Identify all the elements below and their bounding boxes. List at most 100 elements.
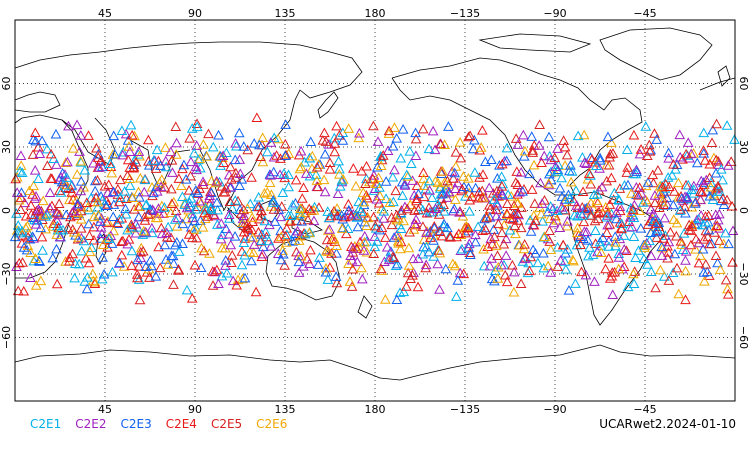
occultation-marker bbox=[143, 134, 154, 145]
occultation-marker bbox=[358, 245, 370, 255]
occultation-marker bbox=[440, 263, 452, 274]
occultation-marker bbox=[577, 210, 588, 220]
occultation-marker bbox=[449, 260, 461, 271]
occultation-marker bbox=[97, 239, 109, 250]
occultation-marker bbox=[238, 237, 250, 248]
occultation-marker bbox=[220, 223, 232, 234]
new-zealand-coast bbox=[357, 295, 373, 319]
occultation-marker bbox=[25, 200, 37, 210]
occultation-marker bbox=[141, 199, 152, 209]
occultation-marker bbox=[648, 208, 659, 218]
occultation-marker bbox=[162, 259, 174, 269]
occultation-marker bbox=[398, 215, 409, 226]
occultation-marker bbox=[380, 232, 391, 242]
sumatra-coast bbox=[227, 206, 251, 233]
occultation-marker bbox=[554, 222, 566, 233]
occultation-marker bbox=[578, 129, 590, 140]
occultation-marker bbox=[424, 185, 435, 195]
occultation-marker bbox=[116, 236, 127, 246]
occultation-marker bbox=[374, 182, 385, 192]
lon-tick-bottom: −90 bbox=[543, 403, 566, 416]
lon-tick-bottom: 90 bbox=[188, 403, 202, 416]
occultation-marker bbox=[584, 242, 595, 252]
occultation-marker bbox=[507, 259, 518, 270]
occultation-marker bbox=[712, 180, 724, 191]
occultation-marker bbox=[29, 164, 41, 175]
occultation-marker bbox=[501, 142, 513, 153]
occultation-marker bbox=[122, 154, 134, 165]
occultation-marker bbox=[237, 217, 249, 227]
occultation-marker bbox=[359, 236, 370, 247]
legend-item-c2e1: C2E1 bbox=[30, 417, 62, 431]
occultation-marker bbox=[125, 119, 137, 130]
occultation-marker bbox=[700, 225, 712, 236]
occultation-marker bbox=[538, 150, 550, 161]
occultation-marker bbox=[53, 209, 65, 220]
occultation-marker bbox=[601, 227, 613, 238]
occultation-marker bbox=[682, 179, 694, 190]
occultation-marker bbox=[567, 254, 579, 265]
occultation-marker bbox=[362, 212, 374, 223]
occultation-marker bbox=[259, 215, 271, 226]
occultation-marker bbox=[504, 213, 516, 223]
occultation-marker bbox=[423, 202, 435, 212]
occultation-marker bbox=[576, 266, 587, 277]
occultation-marker bbox=[224, 196, 236, 206]
occultation-marker bbox=[48, 153, 60, 164]
occultation-marker bbox=[184, 197, 195, 208]
occultation-marker bbox=[129, 130, 140, 141]
occultation-marker bbox=[463, 222, 474, 233]
occultation-marker bbox=[168, 196, 180, 207]
occultation-marker bbox=[55, 224, 66, 235]
legend-item-c2e3: C2E3 bbox=[120, 417, 152, 431]
occultation-marker bbox=[190, 185, 202, 195]
occultation-marker bbox=[411, 180, 423, 191]
occultation-marker bbox=[561, 220, 573, 231]
occultation-marker bbox=[600, 263, 611, 274]
occultation-marker bbox=[67, 224, 79, 234]
occultation-marker bbox=[628, 129, 640, 140]
greenland-coast bbox=[599, 27, 713, 81]
occultation-marker bbox=[515, 222, 527, 233]
occultation-marker bbox=[88, 234, 100, 245]
occultation-marker bbox=[663, 147, 674, 158]
occultation-marker bbox=[448, 173, 459, 183]
occultation-marker bbox=[542, 260, 554, 271]
occultation-marker bbox=[450, 194, 461, 204]
occultation-marker bbox=[663, 246, 674, 257]
occultation-marker bbox=[186, 293, 198, 303]
occultation-marker bbox=[359, 230, 371, 241]
occultation-marker bbox=[95, 233, 107, 243]
footer-label: UCARwet2.2024-01-10 bbox=[599, 417, 736, 431]
occultation-marker bbox=[298, 182, 309, 192]
occultation-marker bbox=[115, 192, 126, 202]
occultation-marker bbox=[614, 233, 626, 244]
occultation-marker bbox=[148, 155, 160, 165]
occultation-marker bbox=[704, 190, 716, 201]
occultation-marker bbox=[238, 204, 250, 215]
occultation-marker bbox=[213, 129, 224, 140]
occultation-marker bbox=[150, 271, 162, 281]
occultation-marker bbox=[464, 206, 475, 216]
occultation-marker bbox=[27, 231, 39, 241]
occultation-marker bbox=[124, 180, 136, 190]
occultation-marker bbox=[347, 242, 359, 253]
occultation-marker bbox=[319, 148, 331, 159]
occultation-marker bbox=[529, 198, 541, 208]
occultation-marker bbox=[377, 150, 389, 160]
occultation-marker bbox=[555, 255, 566, 265]
occultation-marker bbox=[159, 182, 171, 192]
occultation-marker bbox=[698, 148, 710, 158]
occultation-marker bbox=[653, 217, 665, 227]
occultation-marker bbox=[345, 250, 356, 261]
occultation-marker bbox=[128, 203, 140, 214]
occultation-marker bbox=[18, 242, 30, 252]
occultation-marker bbox=[173, 263, 184, 274]
occultation-marker bbox=[117, 235, 129, 246]
occultation-marker bbox=[683, 224, 695, 235]
occultation-marker bbox=[339, 211, 351, 222]
occultation-marker bbox=[122, 238, 134, 249]
occultation-marker bbox=[351, 210, 362, 221]
occultation-marker bbox=[417, 123, 429, 134]
occultation-marker bbox=[534, 119, 546, 129]
